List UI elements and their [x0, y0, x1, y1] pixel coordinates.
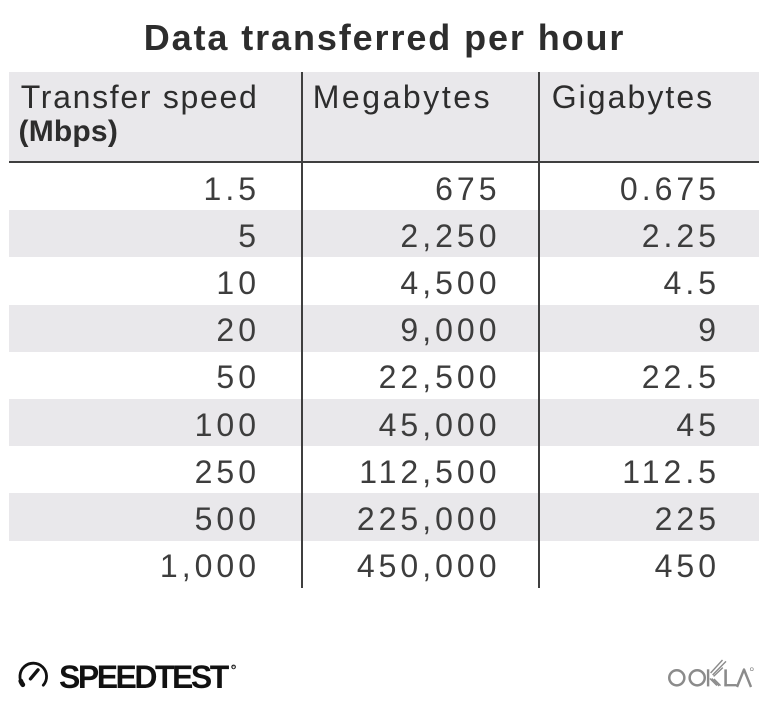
svg-text:R: R — [232, 665, 235, 670]
svg-text:SPEEDTEST: SPEEDTEST — [59, 660, 230, 695]
